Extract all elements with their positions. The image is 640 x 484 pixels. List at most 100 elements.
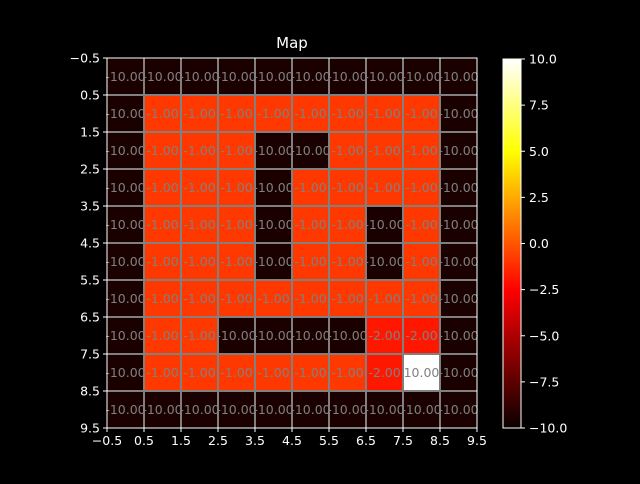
heatmap-cell [181, 132, 219, 170]
y-tick-label: −0.5 [70, 51, 100, 66]
heatmap-cell [329, 132, 367, 170]
cell-value-label: -1.00 [220, 365, 252, 380]
heatmap-cell [107, 58, 145, 96]
heatmap-cell [403, 354, 441, 392]
heatmap-cell [218, 391, 256, 429]
heatmap-cell [255, 280, 293, 318]
cell-value-label: -10.00 [253, 402, 293, 417]
heatmap-cell [144, 58, 182, 96]
cell-value-label: -10.00 [290, 69, 330, 84]
cell-value-label: -1.00 [331, 180, 363, 195]
heatmap-grid [107, 58, 477, 428]
heatmap-cell [144, 391, 182, 429]
cell-value-label: -10.00 [105, 365, 145, 380]
heatmap-cell [292, 58, 330, 96]
cell-value-label: -1.00 [220, 291, 252, 306]
cell-value-label: -1.00 [146, 180, 178, 195]
colorbar-tick-label: 2.5 [529, 190, 549, 205]
heatmap-cell [255, 95, 293, 133]
heatmap-cell [292, 169, 330, 207]
heatmap-cell [218, 354, 256, 392]
heatmap-cell [292, 280, 330, 318]
x-tick-label: 1.5 [171, 433, 191, 448]
colorbar-tick-label: 0.0 [529, 236, 549, 251]
heatmap-cell [366, 206, 404, 244]
cell-value-label: -10.00 [364, 254, 404, 269]
y-tick-label: 2.5 [80, 162, 100, 177]
cell-value-label: -1.00 [220, 180, 252, 195]
y-tick-label: 8.5 [80, 384, 100, 399]
heatmap-cell [218, 317, 256, 355]
cell-value-label: -1.00 [220, 254, 252, 269]
colorbar-tick-label: −5.0 [529, 328, 559, 343]
heatmap-cell [440, 95, 478, 133]
heatmap-cell [181, 354, 219, 392]
cell-value-label: -1.00 [294, 254, 326, 269]
heatmap-cells [107, 58, 478, 429]
heatmap-cell [292, 317, 330, 355]
heatmap-cell [107, 132, 145, 170]
heatmap-cell [107, 95, 145, 133]
heatmap-cell [440, 280, 478, 318]
heatmap-cell [440, 354, 478, 392]
heatmap-cell [440, 206, 478, 244]
heatmap-cell [144, 206, 182, 244]
cell-value-label: -10.00 [438, 254, 478, 269]
cell-value-label: -10.00 [290, 328, 330, 343]
heatmap-cell [329, 243, 367, 281]
cell-value-label: -10.00 [105, 217, 145, 232]
heatmap-cell [218, 58, 256, 96]
cell-value-label: -10.00 [253, 180, 293, 195]
cell-value-label: -1.00 [294, 180, 326, 195]
cell-value-label: -10.00 [105, 328, 145, 343]
cell-value-label: -10.00 [216, 328, 256, 343]
heatmap-cell [403, 280, 441, 318]
x-tick-label: 0.5 [134, 433, 154, 448]
heatmap-cell [107, 354, 145, 392]
heatmap-cell [107, 280, 145, 318]
x-tick-label: 8.5 [430, 433, 450, 448]
heatmap-cell [329, 95, 367, 133]
cell-value-label: 10.00 [404, 365, 440, 380]
cell-value-label: -10.00 [438, 291, 478, 306]
y-tick-label: 1.5 [80, 125, 100, 140]
heatmap-cell [292, 95, 330, 133]
heatmap-cell [107, 206, 145, 244]
cell-value-label: -1.00 [183, 180, 215, 195]
cell-value-label: -1.00 [146, 217, 178, 232]
heatmap-cell [440, 132, 478, 170]
cell-value-label: -1.00 [294, 217, 326, 232]
heatmap-cell [144, 95, 182, 133]
cell-value-label: -10.00 [290, 143, 330, 158]
cell-value-label: -2.00 [368, 328, 400, 343]
heatmap-cell [144, 280, 182, 318]
heatmap-cell [329, 354, 367, 392]
heatmap-cell [366, 280, 404, 318]
heatmap-cell [440, 58, 478, 96]
y-tick-label: 6.5 [80, 310, 100, 325]
heatmap-cell [440, 169, 478, 207]
cell-value-label: -10.00 [364, 402, 404, 417]
y-tick-label: 0.5 [80, 88, 100, 103]
cell-value-label: -1.00 [331, 106, 363, 121]
cell-value-label: -1.00 [368, 291, 400, 306]
heatmap-cell [329, 280, 367, 318]
heatmap-cell [403, 206, 441, 244]
heatmap-cell [403, 132, 441, 170]
cell-value-label: -1.00 [146, 254, 178, 269]
cell-value-label: -1.00 [331, 254, 363, 269]
heatmap-cell [440, 243, 478, 281]
heatmap-cell [218, 280, 256, 318]
cell-value-label: -10.00 [438, 143, 478, 158]
cell-value-label: -10.00 [179, 69, 219, 84]
x-tick-label: 9.5 [467, 433, 487, 448]
cell-value-label: -10.00 [179, 402, 219, 417]
cell-value-label: -1.00 [146, 365, 178, 380]
cell-value-label: -10.00 [401, 402, 441, 417]
cell-value-label: -1.00 [294, 291, 326, 306]
x-axis: −0.5 0.5 1.5 2.5 3.5 4.5 5.5 6.5 7.5 8.5 9.5 [92, 428, 487, 448]
cell-value-label: -2.00 [368, 365, 400, 380]
cell-value-label: -1.00 [257, 365, 289, 380]
cell-value-label: -10.00 [401, 69, 441, 84]
heatmap-cell [181, 280, 219, 318]
